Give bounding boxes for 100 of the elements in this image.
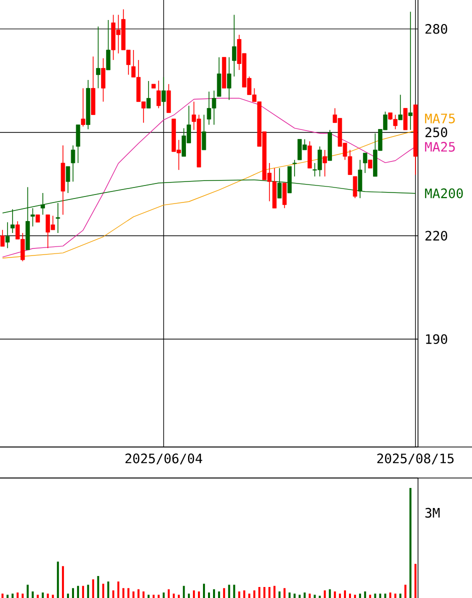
candlestick	[70, 145, 76, 182]
bar	[87, 584, 90, 598]
bar	[359, 594, 362, 598]
candlestick	[292, 160, 297, 177]
bar	[192, 590, 195, 598]
candlestick	[96, 26, 100, 89]
candlestick	[352, 176, 358, 199]
bar	[188, 594, 190, 598]
candlestick	[146, 80, 151, 109]
bar	[218, 591, 220, 598]
bar	[304, 592, 306, 598]
bar	[32, 591, 34, 598]
bar	[77, 586, 80, 598]
bar	[233, 584, 236, 598]
x-tick-label: 2025/06/04	[126, 454, 202, 464]
bar	[334, 591, 336, 598]
y-tick-label: 220	[425, 230, 448, 241]
bar	[379, 594, 382, 598]
candlestick	[156, 80, 161, 109]
candlestick	[308, 140, 312, 169]
bar	[298, 594, 301, 598]
bar	[414, 564, 416, 598]
candlestick	[80, 88, 86, 127]
candlestick	[162, 76, 166, 106]
candlestick	[76, 124, 80, 164]
bar	[16, 592, 19, 598]
text: 3M	[425, 508, 440, 518]
bar	[288, 592, 291, 598]
y-tick-label: 280	[425, 24, 448, 34]
bar	[263, 586, 266, 598]
bar	[228, 584, 230, 598]
bar	[344, 590, 346, 598]
bar	[338, 594, 341, 598]
series-label: MA75	[425, 114, 455, 124]
bar	[314, 594, 316, 598]
candlestick	[408, 11, 413, 130]
candlestick	[398, 94, 402, 120]
bar	[328, 589, 331, 598]
bar	[273, 586, 276, 598]
bar	[198, 591, 200, 598]
bar	[258, 586, 260, 598]
candlestick	[166, 84, 171, 114]
candlestick	[282, 182, 287, 209]
bar	[284, 588, 286, 598]
candlestick	[363, 152, 368, 174]
bar	[324, 590, 326, 598]
bar	[202, 584, 205, 598]
bar	[42, 592, 44, 598]
bar	[137, 589, 140, 598]
bar	[374, 594, 376, 598]
x-tick-label: 2025/08/15	[377, 454, 454, 464]
bar	[178, 594, 180, 598]
bar	[243, 590, 246, 598]
bar	[213, 589, 216, 598]
bar	[102, 584, 104, 598]
candlestick	[0, 229, 5, 247]
bar	[72, 588, 74, 598]
bar	[208, 592, 210, 598]
candlestick	[101, 58, 106, 102]
candlestick	[106, 20, 110, 70]
bar	[349, 594, 352, 598]
bar	[409, 488, 412, 598]
bar	[404, 584, 406, 598]
bar	[56, 562, 59, 598]
series-label: MA200	[425, 188, 463, 198]
bar	[364, 591, 366, 598]
bar	[92, 579, 94, 598]
bar	[268, 586, 270, 598]
bar	[294, 594, 296, 598]
candlestick	[227, 56, 232, 100]
candlestick	[202, 114, 206, 150]
line-series	[2, 130, 416, 258]
bar	[369, 594, 372, 598]
candlestick	[66, 166, 70, 194]
bar	[278, 591, 280, 598]
bar	[62, 566, 64, 598]
candlestick	[5, 222, 10, 249]
candlestick	[232, 14, 236, 77]
series-label: MA25	[425, 142, 455, 152]
bar	[253, 590, 256, 598]
bar	[82, 586, 84, 598]
bar	[2, 594, 4, 598]
y-tick-label: 190	[426, 334, 448, 344]
candlestick	[216, 56, 222, 97]
bar	[248, 594, 250, 598]
bar	[97, 576, 100, 598]
bar	[36, 594, 39, 598]
bar	[223, 588, 226, 598]
candlestick	[403, 108, 408, 130]
bar	[52, 594, 54, 598]
bar	[12, 594, 14, 598]
candlestick	[322, 150, 327, 177]
y-tick-label: 250	[425, 127, 448, 138]
bar	[354, 594, 356, 598]
bar	[238, 591, 240, 598]
bar	[182, 586, 185, 598]
bar	[308, 594, 311, 598]
bar	[26, 584, 29, 598]
line-series	[2, 98, 416, 258]
bar	[6, 594, 9, 598]
